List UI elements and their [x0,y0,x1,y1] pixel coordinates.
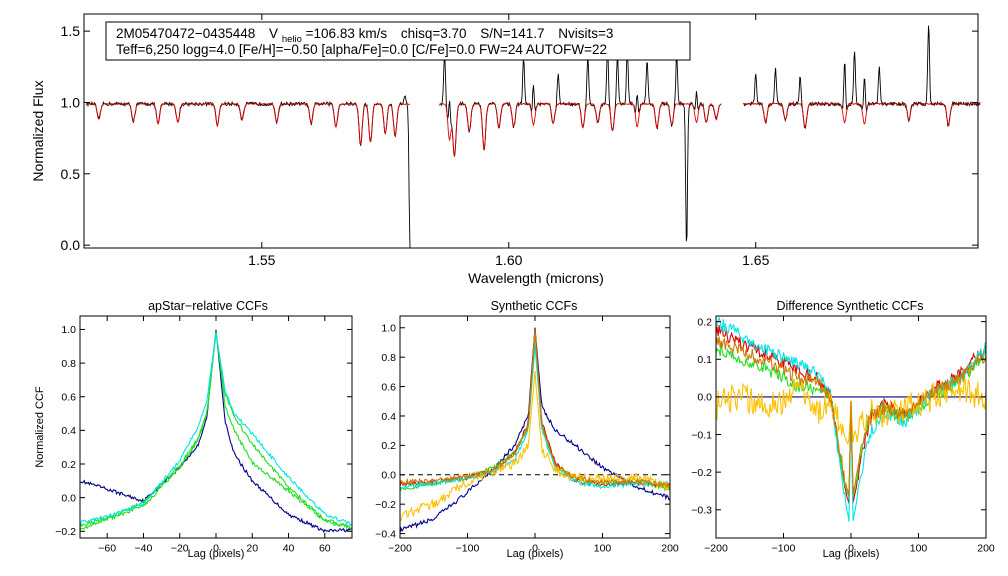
synthetic-ccf-ytick-label: −0.2 [375,499,396,511]
apstar-ccf-ytick-label: 0.0 [61,492,76,504]
spectrum-xtick-label: 1.65 [742,252,769,268]
vhelio-subscript: helio [282,34,302,45]
annotation-line-2: Teff=6,250 logg=4.0 [Fe/H]=−0.50 [alpha/… [116,42,607,57]
synthetic-ccf-plot-area [399,327,671,533]
apstar-ccf-xtick-label: −20 [171,543,189,555]
synthetic-ccf-panel: Synthetic CCFs −200 −100 0 100 200 −0.4 −0.2 0.… [375,299,679,560]
apstar-ccf-ytick-label: 0.2 [61,459,76,471]
difference-ccf-panel: Difference Synthetic CCFs −200 −100 0 100 20… [691,299,995,560]
difference-ccf-xtick-label: 100 [910,543,928,555]
difference-ccf-ytick-label: 0.2 [697,316,712,328]
annotation-box [105,21,691,61]
difference-ccf-ytick-label: −0.1 [691,429,712,441]
spectrum-xtick-label: 1.55 [248,252,275,268]
difference-ccf-ytick-label: 0.1 [697,354,712,366]
synthetic-ccf-xtick-label: −100 [456,543,480,555]
synthetic-ccf-ytick-label: 0.4 [381,411,396,423]
synthetic-ccf-axes: −200 −100 0 100 200 −0.4 −0.2 0.0 0.2 0.4 0.6 0.8 1.… [375,316,679,555]
apstar-ccf-ytick-label: −0.2 [55,526,76,538]
apstar-ccf-ylabel: Normalized CCF [34,386,46,468]
apstar-ccf-xtick-label: 20 [246,543,258,555]
apstar-ccf-xtick-label: −40 [135,543,153,555]
spectrum-plot-area [86,25,981,249]
difference-ccf-ytick-label: −0.3 [691,505,712,517]
apstar-ccf-ytick-label: 0.4 [61,425,76,437]
apstar-ccf-ytick-label: 1.0 [61,324,76,336]
spectrum-ylabel: Normalized Flux [30,80,46,181]
model-spectrum-chip-2 [439,102,722,157]
apstar-ccf-plot-area [79,329,353,534]
vhelio-value: =106.83 km/s [306,26,388,41]
chisq-value: chisq=3.70 [401,26,467,41]
spectrum-xlabel: Wavelength (microns) [468,270,604,286]
difference-ccf-title: Difference Synthetic CCFs [776,299,923,313]
vhelio-prefix: V [269,26,278,41]
apstar-ccf-title: apStar−relative CCFs [148,299,268,313]
synthetic-ccf-xtick-label: 0 [532,543,538,555]
synthetic-ccf-series-orange [399,331,671,488]
difference-ccf-plot-area [715,316,987,522]
spectrum-axes: 1.55 1.60 1.65 0.0 0.5 1.0 1.5 [61,14,978,268]
spectrum-ytick-label: 0.5 [61,166,81,182]
spectrum-xtick-label: 1.60 [495,252,522,268]
spectrum-panel: 1.55 1.60 1.65 0.0 0.5 1.0 1.5 2M05470472−0435… [30,13,981,286]
synthetic-ccf-ytick-label: 0.0 [381,470,396,482]
apstar-ccf-xtick-label: −60 [98,543,116,555]
model-spectrum-chip-3 [743,102,981,128]
difference-ccf-series-orange [715,336,987,496]
apstar-ccf-xtick-label: 0 [213,543,219,555]
star-id: 2M05470472−0435448 [116,26,255,41]
spectrum-ytick-label: 1.0 [61,95,81,111]
synthetic-ccf-ytick-label: 1.0 [381,323,396,335]
apstar-ccf-axes: −60 −40 −20 0 20 40 60 −0.2 0.0 0.2 0.4 0.6 0.8 1.0 [55,316,352,555]
apstar-ccf-ytick-label: 0.6 [61,392,76,404]
synthetic-ccf-ytick-label: 0.8 [381,352,396,364]
difference-ccf-axes: −200 −100 0 100 200 −0.3 −0.2 −0.1 0.0 0.1 0.2 [691,316,995,555]
observed-spectrum-chip-1 [86,95,411,249]
difference-ccf-xtick-label: 0 [848,543,854,555]
difference-ccf-ytick-label: 0.0 [697,392,712,404]
synthetic-ccf-ytick-label: 0.6 [381,381,396,393]
apstar-ccf-xtick-label: 60 [319,543,331,555]
apstar-ccf-ytick-label: 0.8 [61,358,76,370]
model-spectrum-chip-1 [86,102,411,145]
snr-value: S/N=141.7 [480,26,544,41]
apstar-ccf-xtick-label: 40 [283,543,295,555]
difference-ccf-xlabel: Lag (pixels) [823,548,880,560]
synthetic-ccf-ytick-label: −0.4 [375,528,396,540]
synthetic-ccf-xtick-label: −200 [388,543,412,555]
spectrum-ytick-label: 1.5 [61,23,81,39]
difference-ccf-xtick-label: −100 [772,543,796,555]
annotation-line-1: 2M05470472−0435448 V helio =106.83 km/s … [116,26,613,45]
apstar-ccf-panel: apStar−relative CCFs −60 −40 −20 0 20 40 60 −0.… [34,299,353,560]
synthetic-ccf-title: Synthetic CCFs [491,299,578,313]
difference-ccf-xtick-label: 200 [977,543,995,555]
apstar-ccf-xlabel: Lag (pixels) [188,548,245,560]
spectrum-frame [83,13,979,249]
difference-ccf-xtick-label: −200 [704,543,728,555]
nvisits-value: Nvisits=3 [558,26,613,41]
synthetic-ccf-xtick-label: 100 [594,543,612,555]
difference-ccf-ytick-label: −0.2 [691,467,712,479]
apstar-ccf-series-cyan [79,332,353,527]
spectrum-ytick-label: 0.0 [61,237,81,253]
synthetic-ccf-xtick-label: 200 [661,543,679,555]
synthetic-ccf-xlabel: Lag (pixels) [507,548,564,560]
synthetic-ccf-ytick-label: 0.2 [381,440,396,452]
apstar-ccf-series-navy [79,329,353,534]
